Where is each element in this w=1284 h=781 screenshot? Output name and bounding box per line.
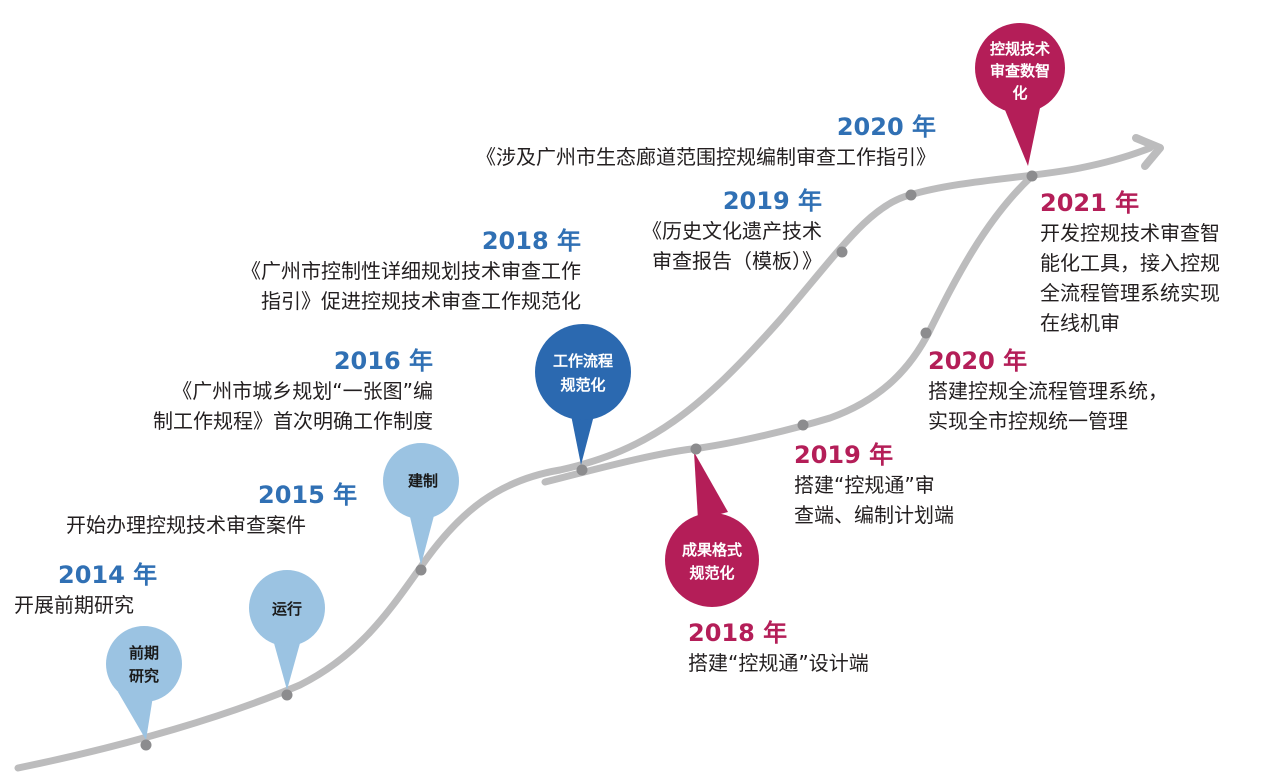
milestone-2016: 2016 年 《广州市城乡规划“一张图”编 制工作规程》首次明确工作制度 <box>153 346 433 436</box>
bubble-preliminary-line2: 研究 <box>129 667 159 685</box>
dot-2019-system <box>797 419 809 431</box>
year-2019-system: 2019 年 <box>794 441 894 469</box>
year-2018-system: 2018 年 <box>688 619 788 647</box>
dot-2021 <box>1026 170 1038 182</box>
bubble-digital-line3: 化 <box>1012 84 1027 102</box>
milestone-2015: 2015 年 开始办理控规技术审查案件 <box>66 480 357 540</box>
dot-2020-policy <box>905 189 917 201</box>
bubble-workflow-line1: 工作流程 <box>553 352 613 370</box>
branch-timeline-curve <box>541 172 1036 486</box>
year-2016: 2016 年 <box>333 347 433 375</box>
dot-2018-junction <box>576 464 588 476</box>
desc-2018-policy-line2: 指引》促进控规技术审查工作规范化 <box>261 289 581 313</box>
desc-2018-system: 搭建“控规通”设计端 <box>688 651 869 675</box>
milestone-2020-system: 2020 年 搭建控规全流程管理系统， 实现全市控规统一管理 <box>928 346 1168 436</box>
milestone-2019-policy: 2019 年 《历史文化遗产技术 审查报告（模板）》 <box>642 186 822 276</box>
milestone-2018-policy: 2018 年 《广州市控制性详细规划技术审查工作 指引》促进控规技术审查工作规范… <box>241 226 581 316</box>
desc-2019-policy-line1: 《历史文化遗产技术 <box>642 219 822 243</box>
bubble-output-format-standardization: 成果格式 规范化 <box>665 452 759 607</box>
bubble-output-line2: 规范化 <box>689 564 734 582</box>
desc-2020-system-line1: 搭建控规全流程管理系统， <box>928 379 1168 403</box>
bubble-establish: 建制 <box>383 443 459 565</box>
dot-2019-policy <box>836 246 848 258</box>
year-2014: 2014 年 <box>58 561 158 589</box>
desc-2014: 开展前期研究 <box>14 593 134 617</box>
year-2020-policy: 2020 年 <box>836 113 936 141</box>
bubble-digitalization: 控规技术 审查数智 化 <box>975 23 1065 166</box>
bubble-operation: 运行 <box>249 570 325 690</box>
bubble-operation-label: 运行 <box>272 600 302 618</box>
dot-2015 <box>281 689 293 701</box>
milestone-2014: 2014 年 开展前期研究 <box>14 560 157 620</box>
year-2020-system: 2020 年 <box>928 347 1028 375</box>
desc-2020-policy-line1: 《涉及广州市生态廊道范围控规编制审查工作指引》 <box>476 145 936 169</box>
desc-2021-line2: 能化工具，接入控规 <box>1040 251 1220 275</box>
main-timeline-curve <box>14 144 1154 772</box>
dot-2020-system <box>920 327 932 339</box>
desc-2016-line2: 制工作规程》首次明确工作制度 <box>153 409 433 433</box>
desc-2021-line3: 全流程管理系统实现 <box>1040 281 1220 305</box>
desc-2016-line1: 《广州市城乡规划“一张图”编 <box>172 379 433 403</box>
milestone-2019-system: 2019 年 搭建“控规通”审 查端、编制计划端 <box>794 440 954 530</box>
dot-2016 <box>415 564 427 576</box>
milestone-2020-policy: 2020 年 《涉及广州市生态廊道范围控规编制审查工作指引》 <box>476 112 936 172</box>
dot-2018-system <box>690 443 702 455</box>
bubble-establish-label: 建制 <box>408 472 438 490</box>
bubble-output-line1: 成果格式 <box>682 541 742 559</box>
bubble-digital-line2: 审查数智 <box>990 62 1050 80</box>
milestone-dots <box>140 170 1038 751</box>
desc-2018-policy-line1: 《广州市控制性详细规划技术审查工作 <box>241 259 581 283</box>
year-2019-policy: 2019 年 <box>722 187 822 215</box>
bubble-preliminary-line1: 前期 <box>129 644 159 662</box>
bubble-preliminary-research: 前期 研究 <box>106 626 182 740</box>
milestone-2021: 2021 年 开发控规技术审查智 能化工具，接入控规 全流程管理系统实现 在线机… <box>1040 188 1220 338</box>
year-2018-policy: 2018 年 <box>481 227 581 255</box>
desc-2021-line1: 开发控规技术审查智 <box>1040 221 1220 245</box>
bubble-workflow-standardization: 工作流程 规范化 <box>535 324 631 465</box>
desc-2020-system-line2: 实现全市控规统一管理 <box>928 409 1128 433</box>
bubble-digital-line1: 控规技术 <box>990 40 1050 58</box>
desc-2019-system-line2: 查端、编制计划端 <box>794 503 954 527</box>
arrow-head-icon <box>1132 134 1164 170</box>
desc-2019-system-line1: 搭建“控规通”审 <box>794 473 935 497</box>
dot-2014 <box>140 739 152 751</box>
milestone-2018-system: 2018 年 搭建“控规通”设计端 <box>688 618 869 678</box>
desc-2019-policy-line2: 审查报告（模板）》 <box>652 249 822 273</box>
year-2015: 2015 年 <box>258 481 358 509</box>
desc-2015: 开始办理控规技术审查案件 <box>66 513 306 537</box>
desc-2021-line4: 在线机审 <box>1040 311 1120 335</box>
bubble-workflow-line2: 规范化 <box>560 376 605 394</box>
year-2021: 2021 年 <box>1040 189 1140 217</box>
